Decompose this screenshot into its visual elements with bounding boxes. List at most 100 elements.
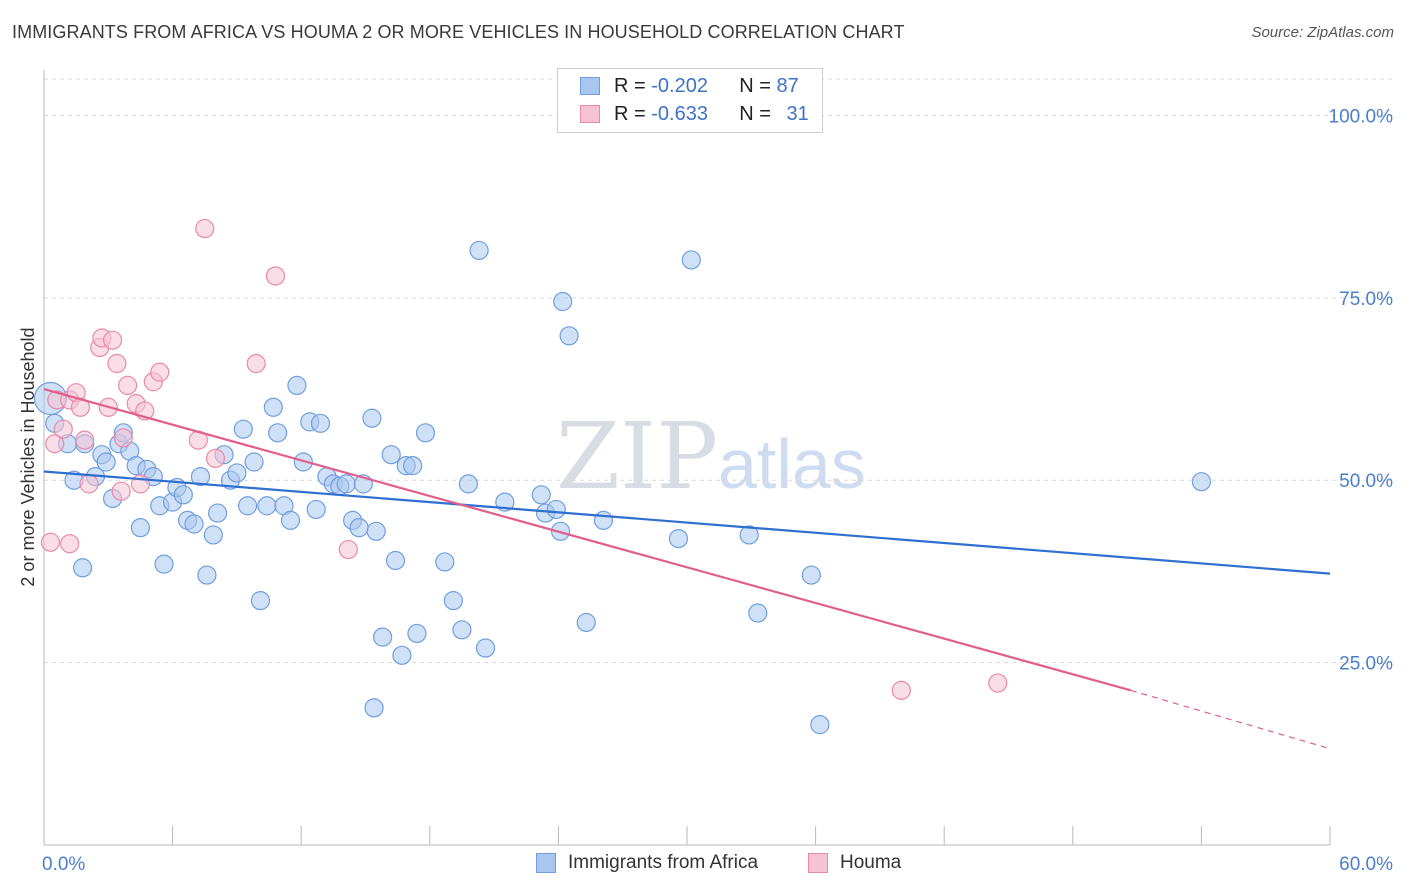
data-point [117,375,138,395]
watermark-atlas: atlas [718,425,866,503]
data-point [306,499,326,520]
data-point [40,532,61,552]
data-point [1191,472,1212,492]
legend-item-africa[interactable]: Immigrants from Africa [536,852,758,874]
data-point [435,552,455,572]
data-point [280,510,301,530]
data-point [593,510,614,530]
data-point [233,419,253,439]
data-point [268,423,288,443]
legend-r-label: R = [614,102,652,125]
data-point [362,408,382,428]
data-point [668,528,689,549]
x-tick-label-max: 60.0% [1339,854,1393,875]
data-point [45,434,65,454]
data-point [257,496,277,516]
y-tick-label: 50.0% [1339,471,1393,492]
data-point [373,627,393,647]
data-point [96,452,116,472]
y-tick-labels: 25.0% 50.0% 75.0% 100.0% [1329,106,1394,674]
data-point [469,240,489,261]
legend-swatch-houma [580,105,600,123]
y-axis-label: 2 or more Vehicles in Household [18,327,38,586]
watermark-zip: ZIP [556,403,718,510]
data-point [287,375,307,395]
data-point [452,620,472,640]
x-ticks [43,826,1331,845]
trend-line-africa [43,470,1331,575]
data-point [150,362,170,382]
legend-r-label: R = [614,74,652,97]
data-point [385,550,406,571]
data-point [72,558,93,578]
data-point [407,623,427,644]
series-houma [40,218,1008,700]
data-point [195,218,215,239]
legend-label-africa: Immigrants from Africa [568,852,759,873]
data-point [208,503,228,523]
data-point [988,673,1008,693]
series-legend: Immigrants from Africa Houma [0,852,1406,878]
data-point [801,565,821,585]
data-point [364,698,384,718]
data-point [381,445,401,465]
legend-label-houma: Houma [840,852,902,873]
data-point [403,456,423,476]
legend-n-label: N = [739,74,777,97]
legend-swatch-africa [536,853,556,873]
data-point [443,591,463,611]
data-point [203,525,223,545]
data-point [336,474,356,494]
legend-n-value: 87 [776,74,799,97]
chart-title: IMMIGRANTS FROM AFRICA VS HOUMA 2 OR MOR… [12,22,905,42]
data-point [310,413,331,433]
legend-item-houma[interactable]: Houma [808,852,901,874]
y-tick-label: 75.0% [1339,289,1393,310]
data-point [265,266,286,286]
trend-line-houma-extension [1130,689,1331,750]
data-point [349,518,369,538]
data-point [107,353,127,374]
legend-row-houma: R = -0.633 N = 31 [580,102,809,126]
data-point [891,680,911,700]
trend-line-houma [43,387,1131,692]
data-point [102,330,123,350]
data-point [415,423,436,443]
data-point [246,353,266,374]
data-point [739,525,759,545]
legend-n-label: N = [739,102,777,125]
data-point [79,474,99,494]
y-tick-label: 100.0% [1329,106,1394,127]
data-point [392,645,412,665]
data-point [184,514,204,534]
data-point [810,715,830,735]
data-point [244,452,264,472]
data-point [338,539,358,560]
data-point [53,419,73,439]
data-point [130,518,151,538]
y-tick-label: 25.0% [1339,654,1393,675]
legend-r-value: -0.202 [651,74,708,97]
data-point [197,565,217,585]
data-point [113,428,133,448]
data-point [154,554,174,574]
data-point [531,485,551,505]
data-point [190,466,211,487]
trend-lines [43,387,1331,750]
data-point [559,326,579,346]
data-point [553,291,573,312]
data-point [111,481,131,501]
series-immigrants-from-africa [33,240,1212,735]
data-point [458,474,478,494]
data-point [60,534,80,554]
legend-n-value: 31 [786,102,809,125]
data-point [475,638,496,658]
legend-row-africa: R = -0.202 N = 87 [580,74,799,98]
data-point [576,612,596,633]
data-point [227,463,247,483]
data-point [75,430,95,450]
legend-swatch-africa [580,77,600,95]
legend-swatch-houma [808,853,828,873]
data-point [238,496,258,516]
